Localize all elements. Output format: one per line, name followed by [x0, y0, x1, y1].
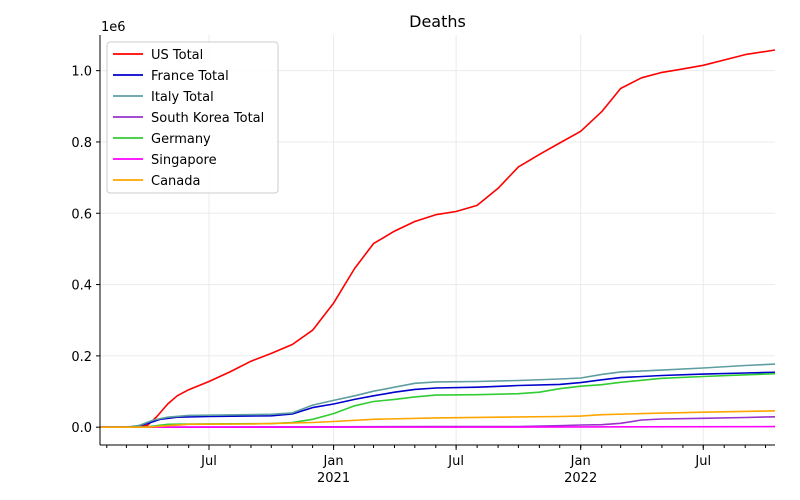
x-tick-label: Jul [447, 454, 464, 469]
y-tick-label: 0.4 [71, 279, 92, 294]
legend-label: South Korea Total [151, 111, 264, 126]
legend-label: US Total [151, 48, 203, 63]
chart-title: Deaths [409, 12, 466, 31]
series-line-france-total [100, 371, 776, 428]
x-tick-year-label: 2022 [564, 471, 597, 486]
x-tick-label: Jul [694, 454, 711, 469]
x-tick-label: Jan [323, 454, 344, 469]
legend: US Total France Total Italy Total South Kor… [106, 41, 279, 194]
series-line-singapore [99, 425, 776, 428]
axes: 0.0 0.2 0.4 0.6 0.8 1.0 Jul Jan 2021 Jul Jan 2022 Ju… [71, 35, 775, 486]
series-line-italy-total [100, 363, 776, 428]
y-tick-label: 0.0 [71, 421, 92, 436]
legend-label: Canada [151, 174, 200, 189]
series-line-canada [100, 410, 776, 428]
series-lines [99, 49, 776, 428]
legend-label: France Total [151, 69, 229, 84]
x-tick-label: Jan [570, 454, 591, 469]
y-tick-label: 0.8 [71, 136, 92, 151]
y-offset-text: 1e6 [101, 20, 126, 35]
y-tick-label: 0.6 [71, 207, 92, 222]
legend-label: Singapore [151, 153, 217, 168]
x-tick-label: Jul [200, 454, 217, 469]
legend-box [106, 41, 279, 194]
y-tick-label: 1.0 [71, 65, 92, 80]
y-tick-label: 0.2 [71, 350, 92, 365]
legend-label: Germany [151, 132, 211, 147]
series-line-us-total [100, 49, 776, 428]
x-tick-year-label: 2021 [317, 471, 350, 486]
legend-label: Italy Total [151, 90, 214, 105]
